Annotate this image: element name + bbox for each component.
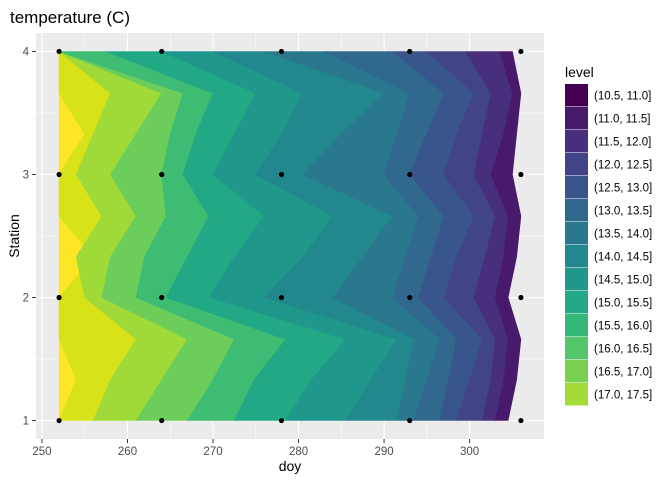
x-tick-label: 290: [374, 446, 393, 458]
legend-key: [565, 107, 588, 130]
legend-key: [565, 337, 588, 360]
station-points: [56, 48, 524, 424]
station-point: [407, 171, 413, 178]
legend-label: (16.5, 17.0]: [594, 367, 652, 379]
legend-title: level: [565, 64, 594, 80]
contour-band: [490, 51, 522, 421]
legend-label: (17.0, 17.5]: [594, 390, 652, 402]
station-point: [278, 171, 285, 178]
legend-key: [565, 153, 588, 176]
station-point: [278, 294, 285, 301]
contour-bands: [58, 50, 522, 421]
x-tick-label: 280: [289, 446, 308, 458]
legend-label: (11.5, 12.0]: [594, 137, 651, 149]
legend-label: (11.0, 11.5]: [594, 114, 650, 126]
station-point: [518, 171, 524, 178]
legend-key: [565, 84, 588, 107]
legend-key: [565, 199, 588, 222]
legend-key: [565, 291, 588, 314]
station-point: [518, 48, 524, 55]
x-tick-label: 270: [203, 446, 222, 458]
station-point: [159, 171, 165, 178]
legend-label: (10.5, 11.0]: [594, 91, 651, 103]
chart-title: temperature (C): [10, 8, 130, 27]
legend-key: [565, 245, 588, 268]
legend-label: (14.5, 15.0]: [594, 275, 652, 287]
legend-label: (12.0, 12.5]: [594, 160, 652, 172]
y-tick-label: 2: [23, 293, 29, 305]
station-point: [407, 417, 413, 424]
station-point: [518, 294, 524, 301]
legend-key: [565, 383, 588, 406]
legend-key: [565, 130, 588, 153]
x-axis-title: doy: [279, 458, 302, 474]
station-point: [278, 417, 285, 424]
legend-key: [565, 268, 588, 291]
legend-label: (16.0, 16.5]: [594, 344, 652, 356]
x-tick-label: 260: [118, 446, 137, 458]
x-tick-label: 300: [460, 446, 479, 458]
legend-key: [565, 176, 588, 199]
station-point: [518, 417, 524, 424]
legend-label: (14.0, 14.5]: [594, 252, 652, 264]
station-point: [407, 48, 413, 55]
station-point: [56, 417, 62, 424]
legend-label: (13.0, 13.5]: [594, 206, 652, 218]
x-tick-label: 250: [32, 446, 51, 458]
y-tick-label: 3: [23, 169, 29, 181]
y-tick-label: 1: [23, 416, 29, 428]
legend-label: (15.0, 15.5]: [594, 298, 652, 310]
legend-label: (13.5, 14.0]: [594, 229, 652, 241]
legend-key: [565, 222, 588, 245]
station-point: [407, 294, 413, 301]
legend-key: [565, 314, 588, 337]
station-point: [56, 294, 62, 301]
station-point: [56, 171, 62, 178]
station-point: [278, 48, 285, 55]
station-point: [159, 417, 165, 424]
legend-label: (12.5, 13.0]: [594, 183, 652, 195]
y-tick-label: 4: [23, 46, 30, 58]
station-point: [159, 294, 165, 301]
legend-key: [565, 360, 588, 383]
station-point: [159, 48, 165, 55]
station-point: [56, 48, 62, 55]
legend-label: (15.5, 16.0]: [594, 321, 652, 333]
legend: level (10.5, 11.0] (11.0, 11.5] (11.5, 12.…: [565, 64, 652, 406]
y-axis-title: Station: [6, 214, 22, 258]
axes: 250 260 270 280 290 300 1 2 3 4: [23, 46, 480, 458]
